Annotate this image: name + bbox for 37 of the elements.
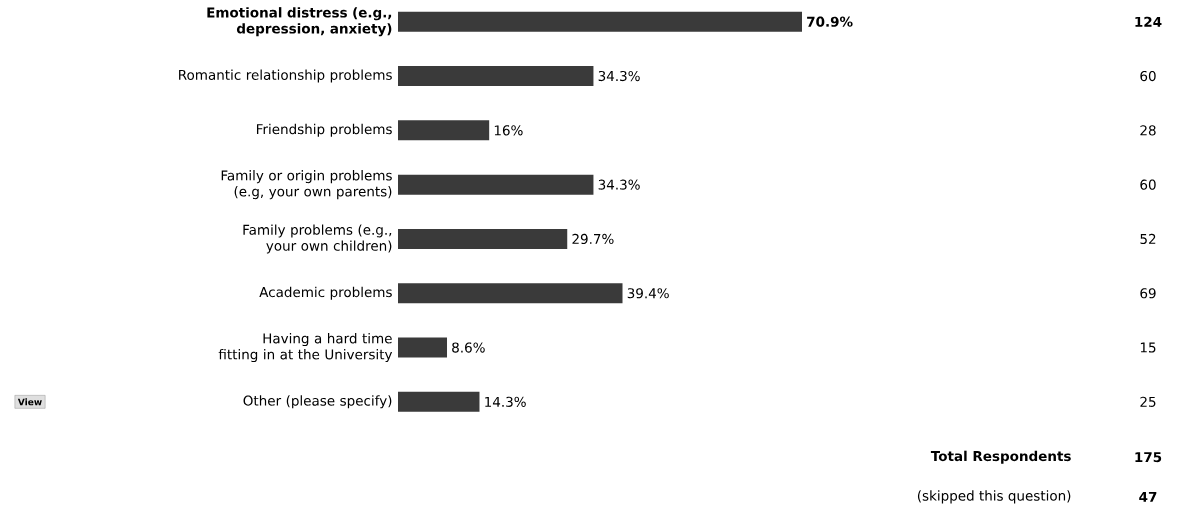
- text: 28: [1140, 125, 1156, 136]
- y-tick-label: Emotional distress (e.g., depression, anxiety): [207, 7, 392, 37]
- data-label: 29.7%: [572, 233, 614, 245]
- text: 60: [1140, 70, 1156, 82]
- bar: [398, 66, 594, 87]
- bar: [398, 11, 802, 32]
- text: 52: [1140, 233, 1156, 245]
- bar: [398, 391, 480, 412]
- data-label: 34.3%: [598, 70, 640, 82]
- text: View: [17, 398, 42, 406]
- bar: [398, 283, 623, 304]
- text: 124: [1135, 16, 1162, 27]
- bar: [398, 337, 448, 358]
- data-label: 8.6%: [452, 342, 485, 353]
- y-tick-label: Romantic relationship problems: [179, 69, 392, 83]
- bar: [398, 120, 490, 141]
- text: 175: [1135, 452, 1162, 463]
- y-tick-label: Family or origin problems (e.g, your own parents): [221, 170, 392, 200]
- data-label: 39.4%: [627, 288, 669, 299]
- y-tick-label: Family problems (e.g., your own children): [243, 224, 392, 254]
- text: Total Respondents: [930, 450, 1071, 464]
- data-label: 34.3%: [598, 179, 640, 190]
- text: (skipped this question): [917, 490, 1071, 504]
- data-label: 16%: [494, 125, 523, 136]
- bar: [398, 174, 594, 195]
- data-label: 70.9%: [807, 16, 853, 27]
- data-label: 14.3%: [485, 396, 526, 407]
- text: 25: [1140, 396, 1156, 407]
- text: 60: [1140, 179, 1156, 190]
- text: 15: [1140, 342, 1156, 353]
- bar: [398, 228, 568, 249]
- text: 69: [1140, 288, 1156, 299]
- y-tick-label: Other (please specify): [243, 395, 392, 409]
- text: 47: [1139, 491, 1157, 502]
- y-tick-label: Friendship problems: [256, 123, 392, 137]
- y-tick-label: Having a hard time fitting in at the University: [218, 333, 393, 363]
- y-tick-label: Academic problems: [259, 286, 392, 300]
